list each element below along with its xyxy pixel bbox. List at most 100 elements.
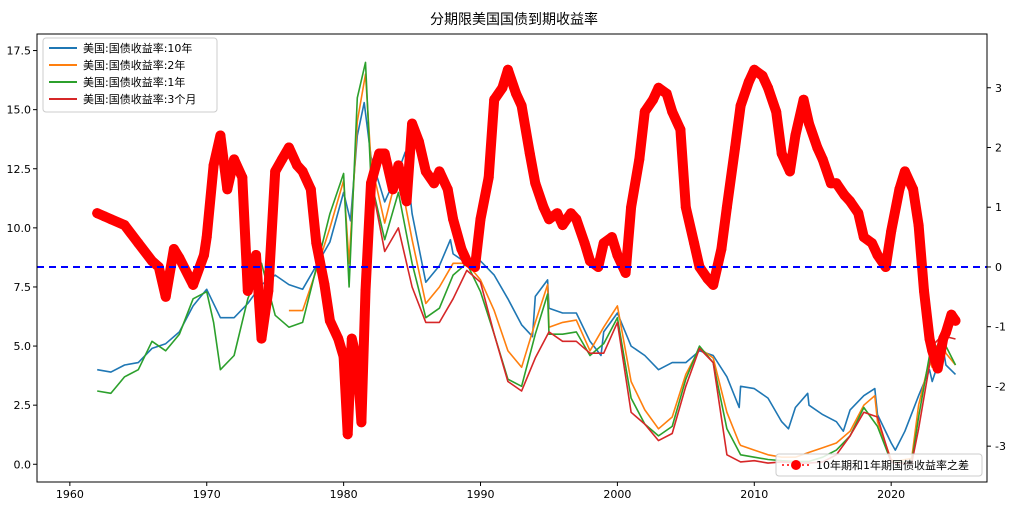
series-point [784, 166, 795, 177]
y2-tick-label: 2 [995, 141, 1002, 154]
series-point [940, 327, 951, 338]
legend-swatch-marker [791, 460, 801, 470]
series-point [552, 208, 563, 219]
series-point [886, 226, 897, 237]
series-point [448, 214, 459, 225]
legend-right: 10年期和1年期国债收益率之差 [775, 453, 983, 477]
series-0 [97, 101, 957, 451]
series-point [798, 94, 809, 105]
series-point [675, 124, 686, 135]
series-point [366, 178, 376, 189]
x-tick-label: 1990 [467, 488, 495, 501]
series-point [199, 250, 209, 260]
y2-tick-label: -2 [995, 380, 1006, 393]
series-point [242, 285, 253, 296]
series-point [867, 238, 877, 249]
series-point [511, 88, 522, 99]
series-point [407, 118, 418, 129]
series-point [283, 142, 294, 153]
y-tick-label: 5.0 [14, 340, 32, 353]
series-point [735, 100, 746, 111]
series-point [790, 130, 801, 141]
series-point [324, 315, 335, 326]
series-point [606, 232, 617, 243]
series-point [442, 184, 453, 195]
x-tick-label: 1960 [56, 488, 84, 501]
series-point [950, 315, 961, 326]
x-tick-label: 2010 [740, 488, 768, 501]
series-point [222, 184, 233, 195]
x-tick-label: 1980 [330, 488, 358, 501]
y-tick-label: 12.5 [7, 163, 32, 176]
y-tick-label: 2.5 [14, 399, 32, 412]
series-point [538, 202, 549, 213]
series-point [634, 154, 645, 165]
series-point [119, 220, 130, 231]
series-point [174, 253, 185, 263]
y-axis-right: -3 -2 -1 0 1 2 3 [987, 82, 1006, 453]
series-point [721, 202, 732, 213]
legend-label: 美国:国债收益率:2年 [83, 58, 185, 72]
series-point [763, 82, 773, 93]
series-line-0 [97, 101, 957, 451]
series-point [489, 94, 500, 105]
series-point [475, 214, 486, 225]
series-point [776, 148, 787, 159]
y2-tick-label: 3 [995, 82, 1002, 95]
x-axis: 1960 1970 1980 1990 2000 2010 2020 [56, 482, 905, 501]
y-tick-label: 7.5 [14, 281, 32, 294]
series-point [263, 285, 274, 296]
series-point [168, 244, 179, 254]
series-point [346, 333, 357, 344]
series-point [497, 82, 508, 93]
series-4 [92, 64, 961, 440]
series-point [880, 262, 891, 272]
y2-tick-label: 0 [995, 261, 1002, 274]
series-point [544, 214, 554, 225]
legend-label: 10年期和1年期国债收益率之差 [816, 458, 969, 472]
series-point [516, 100, 527, 111]
legend-box [42, 37, 218, 113]
series-point [434, 166, 445, 177]
series-point [872, 250, 883, 260]
x-tick-label: 2000 [603, 488, 631, 501]
plot-frame [36, 33, 988, 483]
series-point [188, 279, 199, 290]
series-point [456, 244, 467, 254]
series-point [338, 351, 349, 362]
series-point [771, 106, 782, 117]
series-point [579, 238, 590, 249]
series-point [908, 184, 919, 195]
series-point [105, 214, 116, 225]
series-point [653, 82, 664, 93]
series-point [749, 64, 760, 75]
x-tick-label: 1970 [193, 488, 221, 501]
series-point [237, 172, 248, 183]
series-point [919, 285, 929, 296]
series-point [571, 214, 582, 225]
series-point [661, 88, 672, 99]
series-point [593, 262, 604, 272]
series-point [557, 220, 568, 231]
series-point [913, 220, 924, 231]
series-point [804, 118, 814, 129]
series-point [420, 166, 431, 177]
series-point [708, 279, 719, 290]
legend-label: 美国:国债收益率:1年 [83, 75, 185, 89]
series-point [429, 178, 439, 189]
series-point [160, 291, 171, 302]
y2-tick-label: 1 [995, 201, 1002, 214]
y-tick-label: 0.0 [14, 458, 32, 471]
series-point [311, 238, 322, 249]
series-point [932, 363, 943, 374]
series-point [393, 160, 404, 171]
series-point [924, 333, 935, 344]
series-point [215, 130, 226, 141]
series-point [461, 256, 472, 266]
series-point [743, 76, 754, 87]
series-point [853, 208, 864, 219]
series-point [305, 184, 316, 195]
series-point [667, 106, 678, 117]
series-point [251, 250, 261, 260]
